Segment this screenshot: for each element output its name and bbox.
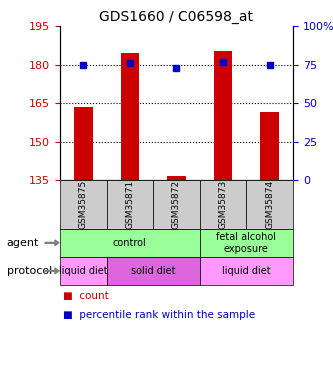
Text: liquid diet: liquid diet [222, 266, 271, 276]
Text: protocol: protocol [7, 266, 52, 276]
Text: GSM35875: GSM35875 [79, 180, 88, 229]
Bar [214, 51, 232, 180]
Text: GSM35871: GSM35871 [125, 180, 135, 229]
Bar [121, 53, 139, 180]
Bar [167, 176, 186, 180]
Text: control: control [113, 238, 147, 248]
Text: liquid diet: liquid diet [59, 266, 108, 276]
Text: GSM35872: GSM35872 [172, 180, 181, 229]
Text: GSM35873: GSM35873 [218, 180, 228, 229]
Text: agent: agent [7, 238, 39, 248]
Text: ■  count: ■ count [63, 291, 109, 301]
Text: ■  percentile rank within the sample: ■ percentile rank within the sample [63, 310, 255, 320]
Bar [260, 112, 279, 180]
Title: GDS1660 / C06598_at: GDS1660 / C06598_at [100, 10, 253, 24]
Text: fetal alcohol
exposure: fetal alcohol exposure [216, 232, 276, 254]
Bar [74, 107, 93, 180]
Text: GSM35874: GSM35874 [265, 180, 274, 229]
Text: solid diet: solid diet [131, 266, 175, 276]
